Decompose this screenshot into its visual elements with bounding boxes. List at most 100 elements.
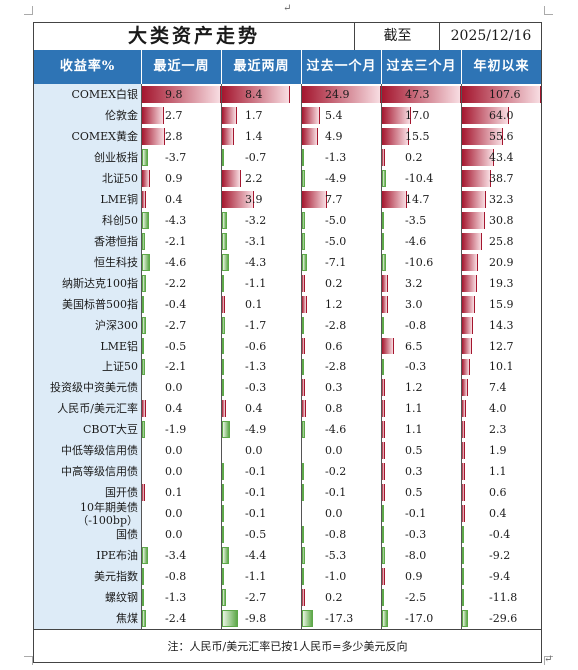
negative-return-bar xyxy=(302,610,314,627)
return-cell: -3.2 xyxy=(221,210,301,231)
positive-return-bar xyxy=(222,400,227,418)
positive-return-bar xyxy=(462,463,465,481)
asset-name: 螺纹钢 xyxy=(105,591,138,605)
as-of-label: 截至 xyxy=(354,23,440,50)
asset-name: 创业板指 xyxy=(94,150,138,164)
positive-return-bar xyxy=(382,127,409,145)
negative-return-bar xyxy=(302,148,304,166)
header-past-three-months: 过去三个月 xyxy=(381,50,461,84)
return-value: 24.9 xyxy=(325,87,350,101)
negative-return-bar xyxy=(302,358,304,376)
return-cell: -1.1 xyxy=(221,566,301,587)
negative-return-bar xyxy=(142,316,147,334)
return-cell: -0.3 xyxy=(221,377,301,398)
negative-return-bar xyxy=(302,484,304,502)
paragraph-mark-top: ↵ xyxy=(283,3,292,14)
return-value: -0.3 xyxy=(405,360,427,374)
return-value: -1.7 xyxy=(245,318,267,332)
return-cell: -4.9 xyxy=(301,168,381,189)
return-cell: -0.4 xyxy=(461,524,541,545)
return-value: 1.2 xyxy=(325,297,343,311)
return-value: -0.8 xyxy=(165,570,187,584)
return-cell: 0.4 xyxy=(141,398,221,419)
table-row: COMEX黄金 2.8 1.4 4.9 15.5 55.6 xyxy=(34,126,541,147)
return-cell: -17.0 xyxy=(381,608,461,629)
negative-return-bar xyxy=(222,274,224,292)
return-value: -17.0 xyxy=(405,612,434,625)
return-cell: 0.3 xyxy=(381,461,461,482)
return-cell: 0.1 xyxy=(141,482,221,503)
return-cell: 7.7 xyxy=(301,189,381,210)
positive-return-bar xyxy=(142,169,151,187)
positive-return-bar xyxy=(462,106,510,124)
return-cell: 1.7 xyxy=(221,105,301,126)
positive-return-bar xyxy=(382,442,385,460)
return-cell: 0.0 xyxy=(221,440,301,461)
negative-return-bar xyxy=(142,568,144,586)
return-cell: -0.3 xyxy=(381,357,461,378)
negative-return-bar xyxy=(142,547,148,565)
negative-return-bar xyxy=(382,589,384,607)
negative-return-bar xyxy=(302,253,307,271)
negative-return-bar xyxy=(222,379,224,397)
negative-return-bar xyxy=(222,589,227,607)
negative-return-bar xyxy=(302,169,306,187)
return-value: -1.0 xyxy=(325,570,347,584)
return-value: -0.1 xyxy=(245,486,267,500)
return-cell: -4.6 xyxy=(301,419,381,440)
return-value: 0.4 xyxy=(489,507,507,521)
return-value: 55.6 xyxy=(489,129,514,143)
negative-return-bar xyxy=(382,358,384,376)
return-cell: -2.5 xyxy=(381,587,461,608)
crop-mark-top-left xyxy=(24,6,33,15)
return-value: 38.7 xyxy=(489,171,514,185)
header-past-month: 过去一个月 xyxy=(301,50,381,84)
return-value: -4.4 xyxy=(245,549,267,563)
positive-return-bar xyxy=(302,337,305,355)
return-value: -1.1 xyxy=(245,570,267,584)
return-value: -2.7 xyxy=(165,318,187,332)
return-cell: 7.4 xyxy=(461,377,541,398)
return-value: 5.4 xyxy=(325,108,343,122)
return-cell: 14.3 xyxy=(461,315,541,336)
return-value: -29.6 xyxy=(489,612,518,625)
crop-mark-bottom-left xyxy=(24,656,33,665)
return-value: 0.6 xyxy=(489,486,507,500)
return-value: 3.2 xyxy=(405,276,423,290)
return-cell: 0.0 xyxy=(141,524,221,545)
return-value: 0.0 xyxy=(165,528,183,542)
return-cell: 1.2 xyxy=(381,377,461,398)
negative-return-bar xyxy=(142,610,146,627)
negative-return-bar xyxy=(222,253,230,271)
asset-name: IPE布油 xyxy=(96,549,138,563)
return-value: 1.2 xyxy=(405,381,423,395)
return-cell: -4.6 xyxy=(141,252,221,273)
return-cell: -3.4 xyxy=(141,545,221,566)
return-cell: -1.3 xyxy=(301,147,381,168)
positive-return-bar xyxy=(382,400,385,418)
return-cell: -3.7 xyxy=(141,147,221,168)
negative-return-bar xyxy=(382,610,388,627)
return-cell: 47.3 xyxy=(381,84,461,105)
return-cell: -0.2 xyxy=(301,461,381,482)
return-cell: 32.3 xyxy=(461,189,541,210)
return-value: 43.4 xyxy=(489,150,514,164)
return-cell: 2.7 xyxy=(141,105,221,126)
return-cell: -9.2 xyxy=(461,545,541,566)
return-cell: 4.0 xyxy=(461,398,541,419)
return-cell: 8.4 xyxy=(221,84,301,105)
negative-return-bar xyxy=(222,526,224,544)
table-row: 螺纹钢 -1.3 -2.7 0.2 -2.5 -11.8 xyxy=(34,587,541,608)
return-value: -0.4 xyxy=(489,528,511,542)
return-value: -4.6 xyxy=(405,234,427,248)
asset-name: 人民币/美元汇率 xyxy=(57,402,138,416)
return-value: 1.9 xyxy=(489,444,507,458)
positive-return-bar xyxy=(142,106,165,124)
return-value: 12.7 xyxy=(489,339,514,353)
negative-return-bar xyxy=(142,589,145,607)
return-value: -0.1 xyxy=(405,507,427,521)
return-cell: -2.4 xyxy=(141,608,221,629)
negative-return-bar xyxy=(302,232,306,250)
asset-name: 国开债 xyxy=(105,486,138,500)
return-value: 9.8 xyxy=(165,87,183,101)
